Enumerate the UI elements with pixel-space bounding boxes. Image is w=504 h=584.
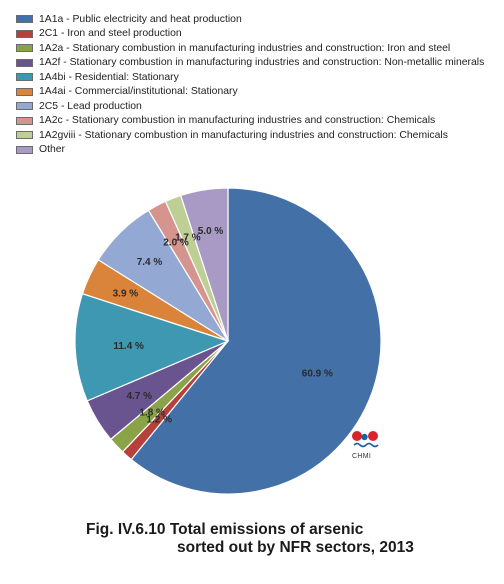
- slice-value-label: 7.4 %: [137, 257, 163, 268]
- legend-swatch: [16, 102, 33, 111]
- legend-label: 1A2a - Stationary combustion in manufact…: [39, 42, 451, 54]
- slice-value-label: 2.0 %: [163, 238, 189, 249]
- legend-label: 1A4ai - Commercial/institutional: Statio…: [39, 86, 238, 98]
- legend-item: 2C1 - Iron and steel production: [16, 27, 484, 42]
- slice-value-label: 60.9 %: [302, 368, 333, 379]
- legend-label: 2C5 - Lead production: [39, 100, 142, 112]
- logo-text: CHMI: [352, 453, 372, 460]
- legend-swatch: [16, 15, 33, 24]
- figure-caption: Fig. IV.6.10 Total emissions of arsenic …: [86, 521, 414, 557]
- caption-line-1: Fig. IV.6.10 Total emissions of arsenic: [86, 521, 364, 538]
- legend-swatch: [16, 73, 33, 82]
- legend-label: 2C1 - Iron and steel production: [39, 28, 182, 40]
- legend-item: 1A2c - Stationary combustion in manufact…: [16, 114, 484, 129]
- legend-label: 1A2f - Stationary combustion in manufact…: [39, 57, 485, 69]
- legend-label: Other: [39, 144, 65, 156]
- legend-swatch: [16, 145, 33, 154]
- legend-swatch: [16, 87, 33, 96]
- pie-slice: [130, 187, 382, 495]
- legend-item: Other: [16, 143, 484, 158]
- slice-value-label: 11.4 %: [113, 341, 144, 352]
- legend-swatch: [16, 131, 33, 140]
- chmi-logo-icon: [352, 431, 379, 448]
- chart-legend: 1A1a - Public electricity and heat produ…: [16, 12, 484, 157]
- slice-value-label: 1.2 %: [146, 415, 172, 426]
- legend-swatch: [16, 116, 33, 125]
- legend-item: 1A1a - Public electricity and heat produ…: [16, 12, 484, 27]
- legend-label: 1A2gviii - Stationary combustion in manu…: [39, 129, 448, 141]
- caption-line-2: sorted out by NFR sectors, 2013: [177, 539, 414, 556]
- legend-item: 1A4bi - Residential: Stationary: [16, 70, 484, 85]
- pie-slice: [179, 187, 229, 342]
- legend-swatch: [16, 29, 33, 38]
- slice-value-label: 1.8 %: [139, 408, 165, 419]
- pie-slice: [74, 292, 230, 402]
- legend-label: 1A4bi - Residential: Stationary: [39, 71, 179, 83]
- slice-value-label: 4.7 %: [127, 391, 153, 402]
- legend-label: 1A1a - Public electricity and heat produ…: [39, 13, 242, 25]
- legend-swatch: [16, 58, 33, 67]
- legend-swatch: [16, 44, 33, 53]
- slice-value-label: 1.7 %: [175, 232, 201, 243]
- legend-item: 1A2gviii - Stationary combustion in manu…: [16, 128, 484, 143]
- legend-item: 2C5 - Lead production: [16, 99, 484, 114]
- legend-item: 1A4ai - Commercial/institutional: Statio…: [16, 85, 484, 100]
- legend-item: 1A2f - Stationary combustion in manufact…: [16, 56, 484, 71]
- slice-value-label: 5.0 %: [198, 226, 224, 237]
- legend-label: 1A2c - Stationary combustion in manufact…: [39, 115, 436, 127]
- slice-value-label: 3.9 %: [113, 289, 139, 300]
- legend-item: 1A2a - Stationary combustion in manufact…: [16, 41, 484, 56]
